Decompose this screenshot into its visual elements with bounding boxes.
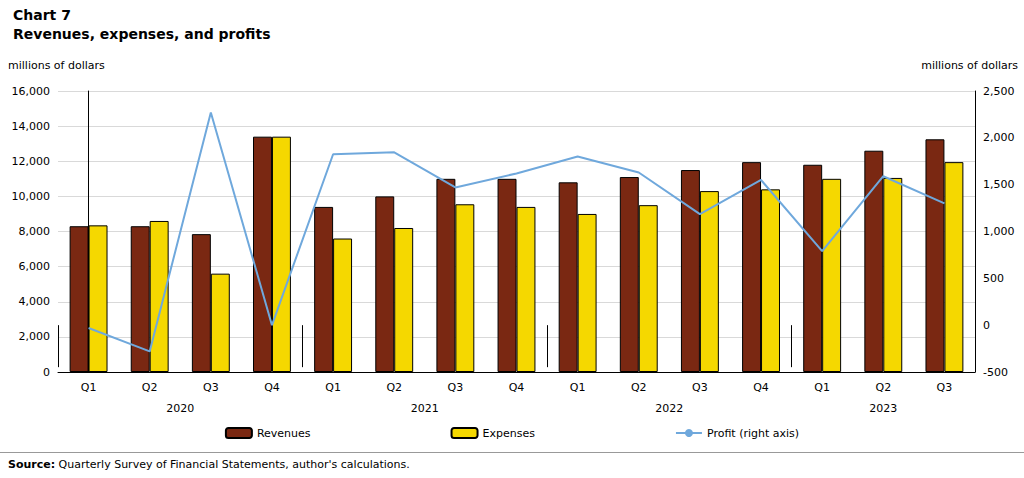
svg-text:Q1: Q1 — [570, 381, 586, 394]
svg-text:2,500: 2,500 — [983, 85, 1015, 98]
svg-text:Revenues: Revenues — [257, 427, 311, 440]
svg-text:millions of dollars: millions of dollars — [921, 59, 1018, 72]
svg-text:Q4: Q4 — [753, 381, 769, 394]
svg-text:Q2: Q2 — [142, 381, 158, 394]
svg-text:Chart 7: Chart 7 — [13, 7, 71, 23]
svg-text:Q3: Q3 — [448, 381, 464, 394]
svg-text:Q3: Q3 — [203, 381, 219, 394]
svg-text:1,500: 1,500 — [983, 178, 1015, 191]
svg-text:Q1: Q1 — [81, 381, 97, 394]
svg-text:12,000: 12,000 — [12, 155, 51, 168]
svg-text:2022: 2022 — [655, 402, 683, 415]
svg-text:Q4: Q4 — [264, 381, 280, 394]
svg-text:Q1: Q1 — [814, 381, 830, 394]
svg-text:millions of dollars: millions of dollars — [8, 59, 105, 72]
svg-text:Source:: Source: — [8, 458, 55, 471]
svg-text:0: 0 — [43, 366, 50, 379]
svg-text:Profit (right axis): Profit (right axis) — [707, 427, 799, 440]
svg-text:-500: -500 — [983, 366, 1008, 379]
svg-text:Q3: Q3 — [692, 381, 708, 394]
svg-text:2,000: 2,000 — [19, 330, 51, 343]
svg-text:4,000: 4,000 — [19, 295, 51, 308]
svg-text:Q4: Q4 — [509, 381, 525, 394]
svg-text:2021: 2021 — [411, 402, 439, 415]
svg-text:500: 500 — [983, 272, 1004, 285]
svg-text:Q2: Q2 — [631, 381, 647, 394]
svg-text:Revenues, expenses, and profit: Revenues, expenses, and profits — [13, 26, 270, 42]
svg-text:1,000: 1,000 — [983, 225, 1015, 238]
svg-text:Q1: Q1 — [325, 381, 341, 394]
svg-text:2020: 2020 — [166, 402, 194, 415]
svg-text:Expenses: Expenses — [483, 427, 536, 440]
svg-text:2,000: 2,000 — [983, 131, 1015, 144]
svg-text:10,000: 10,000 — [12, 190, 51, 203]
svg-text:2023: 2023 — [869, 402, 897, 415]
svg-text:8,000: 8,000 — [19, 225, 51, 238]
svg-text:16,000: 16,000 — [12, 85, 51, 98]
svg-text:Q3: Q3 — [937, 381, 953, 394]
svg-text:6,000: 6,000 — [19, 260, 51, 273]
svg-text:14,000: 14,000 — [12, 120, 51, 133]
svg-text:Q2: Q2 — [875, 381, 891, 394]
svg-text:0: 0 — [983, 319, 990, 332]
svg-text:Q2: Q2 — [386, 381, 402, 394]
svg-text:Quarterly Survey of Financial: Quarterly Survey of Financial Statements… — [55, 458, 410, 471]
